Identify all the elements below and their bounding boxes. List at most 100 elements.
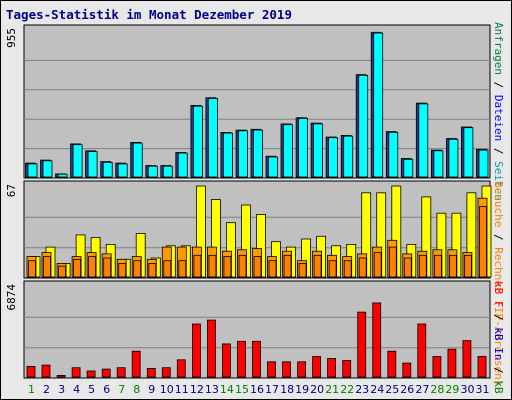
hosts-bar [433,254,442,278]
day-label: 9 [148,383,155,396]
files-bar [268,156,278,178]
day-label: 5 [88,383,95,396]
kbytes-ymax-label: 6874 [5,284,18,311]
legend-entry: / [492,75,505,95]
kbytes-bar [432,356,442,378]
hosts-bar [73,258,81,278]
hosts-bar [403,257,412,278]
files-bar [72,144,83,178]
hits-ymax-label: 955 [5,28,18,48]
files-bar [418,103,429,178]
files-bar [192,105,203,178]
kbytes-bar [86,370,96,378]
legend-bottom: kB F / kB In / kB Out [492,281,505,400]
files-bar [132,142,143,178]
files-bar [433,150,444,178]
files-bar [87,151,98,178]
sites-ymax-label: 67 [5,184,18,197]
day-label: 2 [43,383,50,396]
kbytes-bar [477,356,487,378]
day-label: 21 [325,383,339,396]
hosts-bar [58,265,66,278]
hosts-bar [133,260,142,278]
legend-entry: kB In [492,327,505,360]
day-label: 26 [400,383,414,396]
files-bar [343,135,354,178]
files-bar [162,165,173,178]
hosts-bar [418,254,427,278]
hosts-bar [298,262,307,278]
kbytes-bar [402,362,412,378]
day-label: 3 [58,383,65,396]
hosts-bar [148,262,157,278]
hosts-bar [463,254,472,278]
legend-entry: kB Out [492,380,505,400]
files-bar [102,161,113,178]
files-bar [222,132,233,178]
files-bar [478,149,489,178]
kbytes-bar [71,367,81,378]
hosts-bar [283,254,292,278]
hosts-bar [28,260,36,278]
files-bar [253,129,263,178]
day-label: 10 [160,383,174,396]
files-bar [57,173,68,178]
day-label: 25 [385,383,399,396]
hosts-bar [178,260,187,278]
files-bar [388,131,399,178]
hosts-bar [88,256,96,278]
files-bar [27,163,38,178]
kbytes-bar [447,348,457,378]
kbytes-bar [297,361,307,378]
kbytes-bar [417,323,427,378]
day-label: 1 [28,383,35,396]
legend-entry: Dateien [492,95,505,141]
kbytes-bar [342,360,352,378]
hosts-bar [238,254,247,278]
kbytes-bar [252,340,261,378]
files-bar [147,165,158,178]
hosts-bar [479,205,487,278]
kbytes-bar [41,364,51,378]
day-label: 6 [103,383,110,396]
day-label: 29 [445,383,459,396]
hosts-bar [343,260,352,278]
hosts-bar [163,260,172,278]
day-label: 18 [280,383,294,396]
day-label: 24 [370,383,384,396]
day-label: 14 [220,383,234,396]
day-label: 4 [73,383,80,396]
hosts-bar [253,256,262,278]
day-label: 15 [235,383,249,396]
kbytes-bar [191,323,201,378]
files-bar [313,123,324,178]
day-label: 30 [461,383,475,396]
legend-top: Anfragen / Dateien / Seiten [492,22,505,201]
kbytes-bar [357,311,367,378]
files-bar [358,75,369,178]
kbytes-bar [267,361,276,378]
hosts-bar [328,260,337,278]
kbytes-bar [462,340,472,378]
hosts-bar [208,254,217,278]
hosts-bar [103,257,112,278]
files-bar [448,138,459,178]
kbytes-bar [206,319,216,378]
kbytes-bar [327,358,337,378]
legend-entry: Anfragen [492,22,505,75]
kbytes-bar [101,368,111,378]
hosts-bar [193,254,202,278]
kbytes-bar [176,359,186,378]
day-label: 27 [415,383,429,396]
files-bar [117,163,128,178]
kbytes-bar [146,367,156,378]
legend-entry: / [492,141,505,161]
kbytes-bar [237,340,246,378]
files-bar [403,158,414,178]
kbytes-bar [26,365,36,378]
kbytes-bar [282,361,291,378]
files-bar [177,152,188,178]
hosts-bar [313,254,322,278]
kbytes-bar [312,356,322,378]
